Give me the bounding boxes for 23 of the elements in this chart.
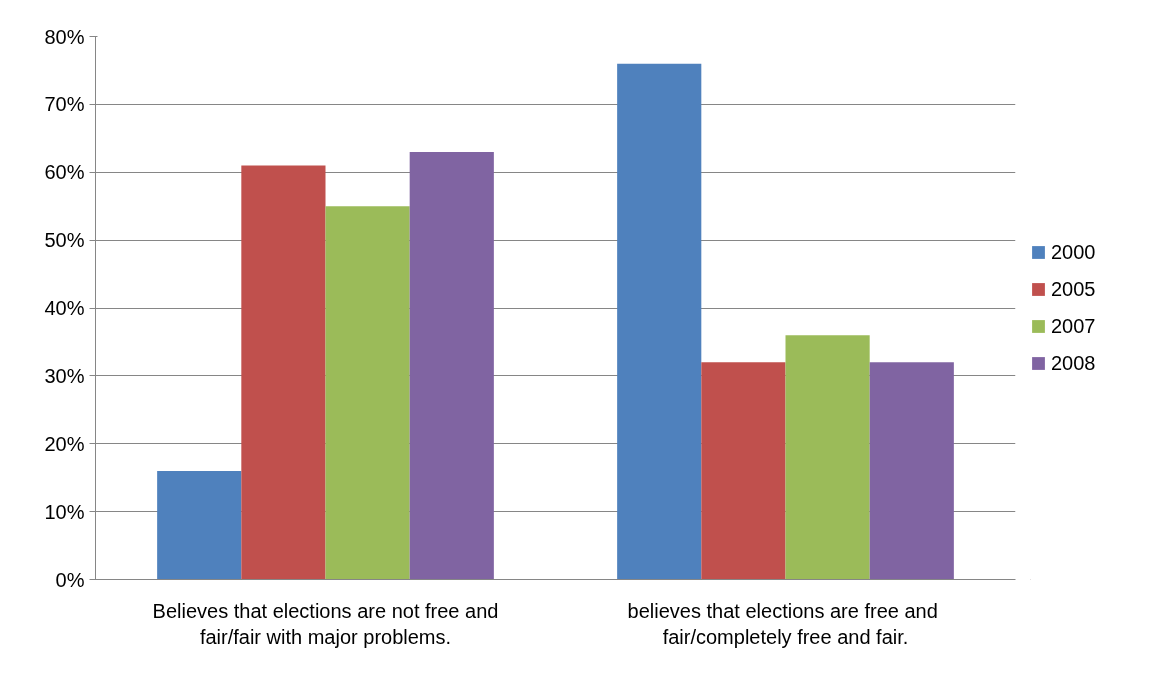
legend-label: 2005 [1051,277,1096,301]
bar [325,206,410,580]
legend-label: 2008 [1051,351,1096,375]
y-tick-label: 0% [55,568,85,591]
bar [869,362,954,580]
y-tick-label: 20% [44,432,85,455]
bar [701,362,786,580]
y-tick-label: 80% [44,25,85,48]
y-tick-label: 30% [44,364,85,387]
y-tick-label: 60% [44,161,85,184]
bar [241,165,326,580]
x-tick-label: believes that elections are free and fair/completely free and fair. [627,599,938,648]
legend-label: 2000 [1051,240,1096,264]
bar [617,63,702,580]
bar [409,151,494,580]
legend-label: 2007 [1051,314,1096,338]
y-tick-label: 40% [44,297,85,319]
y-tick-label: 50% [44,229,85,252]
bar [157,470,242,580]
bar [785,335,870,580]
y-tick-label: 70% [44,93,85,116]
y-tick-label: 10% [44,500,85,523]
x-tick-label: Believes that elections are not free and fair/fair with major problems. [152,599,499,648]
